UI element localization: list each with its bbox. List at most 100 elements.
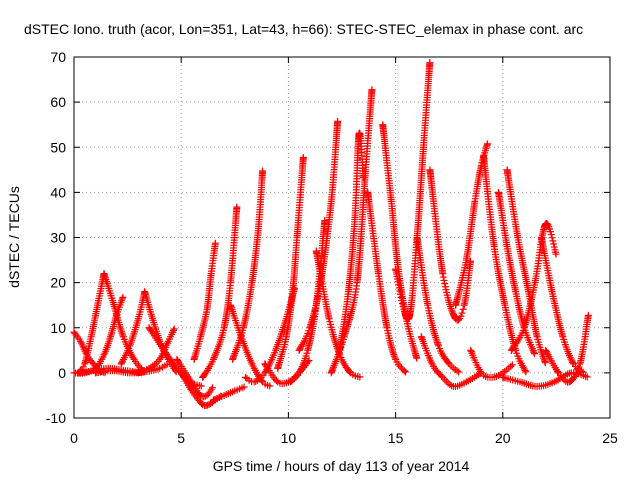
y-tick-labels: -10 0 10 20 30 40 50 60 70 (46, 49, 66, 426)
data-point (437, 372, 445, 380)
data-point (174, 357, 182, 365)
data-point (204, 401, 212, 409)
data-point (552, 250, 560, 258)
data-point (507, 362, 515, 370)
data-point (290, 375, 298, 383)
data-point (508, 361, 516, 369)
data-point (88, 358, 96, 366)
data-point (569, 358, 577, 366)
arc-series (100, 270, 148, 376)
data-point (548, 234, 556, 242)
x-tick-label: 25 (602, 430, 618, 446)
data-point (303, 349, 311, 357)
data-point (129, 354, 137, 362)
data-point (240, 383, 248, 391)
x-axis-label: GPS time / hours of day 113 of year 2014 (213, 458, 470, 474)
data-point (467, 348, 475, 356)
data-point (169, 327, 177, 334)
arc-series (209, 383, 248, 404)
y-tick-label: 50 (50, 139, 66, 155)
chart-title: dSTEC Iono. truth (acor, Lon=351, Lat=43… (24, 21, 583, 37)
data-point (568, 357, 576, 365)
data-point (259, 167, 267, 175)
data-point (391, 354, 399, 362)
data-point (584, 311, 592, 319)
arc-series (199, 203, 241, 381)
arc-series (503, 166, 549, 367)
data-point (521, 366, 529, 374)
data-point (272, 377, 280, 385)
data-point (397, 290, 405, 298)
arc-series (190, 239, 219, 363)
data-point (297, 364, 305, 372)
data-point (541, 359, 549, 367)
data-point (321, 217, 329, 225)
data-point (118, 357, 126, 365)
data-point (483, 140, 491, 148)
arc-series (364, 188, 409, 376)
arc-series (392, 59, 434, 323)
data-point (549, 237, 557, 245)
x-tick-label: 0 (70, 430, 78, 446)
y-tick-label: 10 (50, 320, 66, 336)
data-point (413, 354, 421, 362)
data-point (71, 329, 79, 337)
data-point (211, 239, 219, 247)
data-point (439, 273, 447, 281)
y-tick-label: 70 (50, 49, 66, 65)
data-point (230, 351, 238, 359)
data-point (297, 342, 305, 350)
arc-series (295, 117, 342, 354)
data-point (297, 366, 305, 374)
data-point (426, 59, 434, 67)
y-tick-label: -10 (46, 410, 66, 426)
data-point (530, 350, 538, 358)
data-point (554, 367, 562, 375)
data-point (522, 368, 530, 376)
data-point (368, 86, 376, 94)
arc-series (227, 301, 274, 390)
y-tick-label: 20 (50, 275, 66, 291)
data-point (458, 309, 466, 317)
arc-series (229, 167, 267, 363)
arc-series (177, 369, 225, 410)
data-point (583, 373, 591, 381)
data-point (119, 293, 127, 301)
x-tick-label: 10 (281, 430, 297, 446)
data-point (401, 368, 409, 376)
data-point (208, 384, 216, 392)
data-point (295, 369, 303, 377)
data-point (550, 240, 558, 248)
data-point (530, 348, 538, 356)
data-point (427, 358, 435, 366)
data-point (299, 153, 307, 161)
arc-series (336, 129, 367, 354)
data-point (441, 283, 449, 291)
data-point (529, 347, 537, 355)
data-point (359, 174, 367, 182)
data-point (440, 276, 448, 284)
arc-series (274, 153, 307, 372)
data-point (397, 293, 405, 301)
data-point (305, 327, 313, 335)
y-tick-label: 60 (50, 94, 66, 110)
arc-series (426, 166, 474, 324)
data-point (179, 371, 187, 379)
arc-series (417, 333, 484, 390)
data-point (457, 312, 465, 320)
data-point (197, 382, 205, 390)
data-point (453, 367, 461, 375)
data-point (209, 355, 217, 363)
data-point (390, 352, 398, 360)
y-axis-label: dSTEC / TECUs (6, 186, 22, 288)
y-tick-label: 40 (50, 184, 66, 200)
data-point (398, 297, 406, 305)
data-point (448, 306, 456, 314)
data-point (547, 231, 555, 239)
data-series (70, 59, 592, 410)
data-point (266, 382, 274, 390)
data-point (455, 368, 463, 376)
data-point (567, 355, 575, 363)
arc-series (413, 234, 463, 376)
